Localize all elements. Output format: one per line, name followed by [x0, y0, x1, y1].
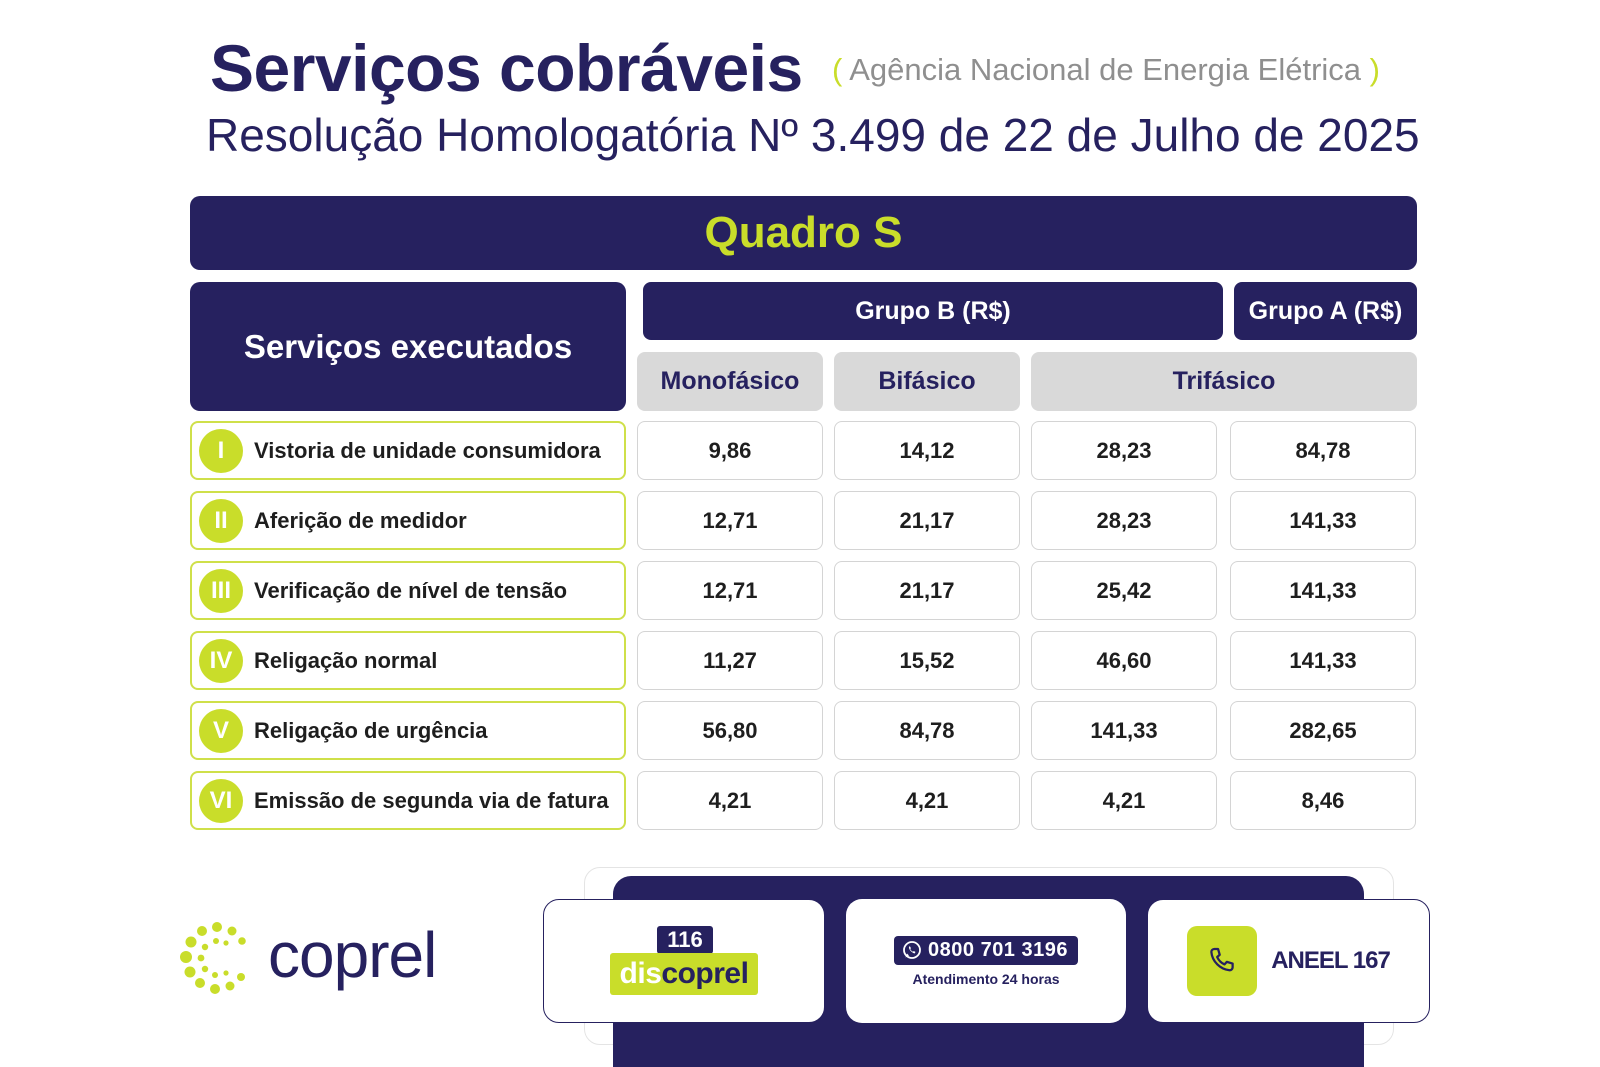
value-cell: 84,78 [834, 701, 1020, 760]
value-cell: 141,33 [1230, 561, 1416, 620]
whatsapp-pill: 0800 701 3196 [894, 935, 1078, 965]
value-cell: 21,17 [834, 491, 1020, 550]
discoprel-card: 116 dis coprel [543, 899, 825, 1023]
table-row: VI Emissão de segunda via de fatura 4,21… [0, 771, 1600, 830]
table-row: II Aferição de medidor 12,71 21,17 28,23… [0, 491, 1600, 550]
whatsapp-number: 0800 701 3196 [928, 938, 1068, 961]
service-label: Emissão de segunda via de fatura [254, 787, 609, 813]
service-label: Aferição de medidor [254, 507, 467, 533]
group-a-header: Grupo A (R$) [1234, 282, 1417, 340]
phone-icon [1210, 947, 1234, 972]
table-row: III Verificação de nível de tensão 12,71… [0, 561, 1600, 620]
value-cell: 15,52 [834, 631, 1020, 690]
table-row: I Vistoria de unidade consumidora 9,86 1… [0, 421, 1600, 480]
whatsapp-card: 0800 701 3196 Atendimento 24 horas [846, 899, 1126, 1023]
whatsapp-caption: Atendimento 24 horas [912, 970, 1060, 987]
row-number-badge: I [199, 428, 243, 473]
service-cell: II Aferição de medidor [190, 491, 626, 550]
table-row: V Religação de urgência 56,80 84,78 141,… [0, 701, 1600, 760]
value-cell: 14,12 [834, 421, 1020, 480]
value-cell: 4,21 [637, 771, 823, 830]
value-cell: 84,78 [1230, 421, 1416, 480]
table-title: Quadro S [190, 196, 1417, 270]
service-cell: VI Emissão de segunda via de fatura [190, 771, 626, 830]
service-cell: V Religação de urgência [190, 701, 626, 760]
coprel-logo-text: coprel [268, 919, 437, 991]
value-cell: 11,27 [637, 631, 823, 690]
service-label: Religação normal [254, 647, 438, 673]
service-cell: III Verificação de nível de tensão [190, 561, 626, 620]
value-cell: 141,33 [1031, 701, 1217, 760]
aneel-label: ANEEL 167 [1271, 947, 1391, 974]
value-cell: 4,21 [834, 771, 1020, 830]
value-cell: 28,23 [1031, 491, 1217, 550]
phone-tile [1187, 926, 1258, 996]
value-cell: 12,71 [637, 491, 823, 550]
page-title: Serviços cobráveis [210, 31, 803, 105]
aneel-card: ANEEL 167 [1147, 899, 1430, 1023]
value-cell: 141,33 [1230, 491, 1416, 550]
service-cell: I Vistoria de unidade consumidora [190, 421, 626, 480]
services-header: Serviços executados [190, 282, 626, 411]
row-number-badge: VI [199, 778, 243, 823]
monofasico-header: Monofásico [637, 352, 823, 411]
service-label: Verificação de nível de tensão [254, 577, 568, 603]
service-label: Vistoria de unidade consumidora [254, 437, 601, 463]
agency-name: ( Agência Nacional de Energia Elétrica ) [832, 52, 1380, 87]
value-cell: 9,86 [637, 421, 823, 480]
service-cell: IV Religação normal [190, 631, 626, 690]
value-cell: 141,33 [1230, 631, 1416, 690]
service-label: Religação de urgência [254, 717, 488, 743]
row-number-badge: V [199, 708, 243, 753]
group-b-header: Grupo B (R$) [643, 282, 1223, 340]
coprel-logo-icon [180, 922, 246, 994]
value-cell: 4,21 [1031, 771, 1217, 830]
table-row: IV Religação normal 11,27 15,52 46,60 14… [0, 631, 1600, 690]
value-cell: 25,42 [1031, 561, 1217, 620]
value-cell: 21,17 [834, 561, 1020, 620]
value-cell: 282,65 [1230, 701, 1416, 760]
disc-word: dis coprel [610, 953, 758, 995]
value-cell: 46,60 [1031, 631, 1217, 690]
page-subtitle: Resolução Homologatória Nº 3.499 de 22 d… [206, 109, 1420, 161]
discoprel-logo: 116 dis coprel [610, 926, 758, 996]
disc-number: 116 [657, 926, 713, 954]
row-number-badge: II [199, 498, 243, 543]
value-cell: 28,23 [1031, 421, 1217, 480]
value-cell: 56,80 [637, 701, 823, 760]
value-cell: 12,71 [637, 561, 823, 620]
row-number-badge: III [199, 568, 243, 613]
whatsapp-icon [903, 941, 921, 959]
value-cell: 8,46 [1230, 771, 1416, 830]
row-number-badge: IV [199, 638, 243, 683]
bifasico-header: Bifásico [834, 352, 1020, 411]
trifasico-header: Trifásico [1031, 352, 1417, 411]
